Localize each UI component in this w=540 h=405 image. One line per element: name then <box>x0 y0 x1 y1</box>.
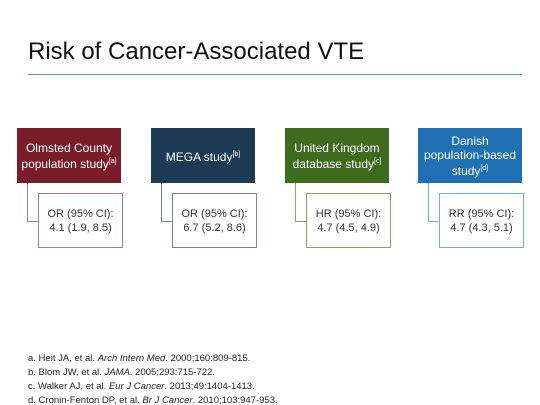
study-header: Danish population-based study[d] <box>418 128 522 183</box>
study-header: MEGA study[b] <box>151 128 255 183</box>
study-header: United Kingdom database study[c] <box>285 128 389 183</box>
result-value: 4.7 (4.5, 4.9) <box>317 221 380 234</box>
footnote-author: c. Walker AJ, et al. <box>28 381 109 392</box>
result-value: 6.7 (5.2, 8.6) <box>183 221 246 234</box>
result-box: HR (95% CI): 4.7 (4.5, 4.9) <box>306 193 391 248</box>
footnote-author: a. Heit JA, et al. <box>28 353 98 364</box>
result-measure: RR (95% CI): <box>448 207 515 220</box>
result-measure: HR (95% CI): <box>315 207 382 220</box>
study-name: Danish population-based study <box>423 133 517 178</box>
result-value: 4.7 (4.3, 5.1) <box>450 221 513 234</box>
result-value: 4.1 (1.9, 8.5) <box>49 221 112 234</box>
footnote: c. Walker AJ, et al. Eur J Cancer. 2013;… <box>28 380 278 394</box>
title-rule <box>28 74 522 75</box>
connector <box>295 183 307 222</box>
footnote-journal: Br J Cancer <box>142 395 193 405</box>
footnote-journal: Arch Intern Med <box>97 353 166 364</box>
study-ref: [b] <box>232 150 241 158</box>
footnote-citation: . 2000;160:809-815. <box>165 353 251 364</box>
result-box: RR (95% CI): 4.7 (4.3, 5.1) <box>439 193 524 248</box>
study-ref: [c] <box>374 157 382 165</box>
result-measure: OR (95% CI): <box>47 207 114 220</box>
study-name: Olmsted County population study <box>21 140 113 171</box>
footnote: b. Blom JW, et al. JAMA. 2005;293:715-72… <box>28 366 278 380</box>
study-name: United Kingdom database study <box>292 140 380 171</box>
footnote-journal: JAMA <box>104 367 130 378</box>
study-header-text: United Kingdom database study[c] <box>289 141 385 171</box>
footnote-citation: . 2010;103:947-953. <box>192 395 278 405</box>
study-ref: [d] <box>480 164 489 172</box>
result-box: OR (95% CI): 4.1 (1.9, 8.5) <box>38 193 123 248</box>
study-header-text: Danish population-based study[d] <box>422 134 518 178</box>
footnote: d. Cronin-Fenton DP, et al. Br J Cancer.… <box>28 394 278 405</box>
result-measure: OR (95% CI): <box>181 207 248 220</box>
footnotes: a. Heit JA, et al. Arch Intern Med. 2000… <box>28 352 278 405</box>
slide-title: Risk of Cancer-Associated VTE <box>28 38 365 65</box>
footnote-journal: Eur J Cancer <box>108 381 165 392</box>
connector <box>161 183 173 222</box>
study-header-text: MEGA study[b] <box>166 148 241 164</box>
footnote-author: b. Blom JW, et al. <box>28 367 105 378</box>
footnote-citation: . 2005;293:715-722. <box>129 367 215 378</box>
study-header: Olmsted County population study[a] <box>17 128 121 183</box>
connector <box>27 183 39 222</box>
footnote-author: d. Cronin-Fenton DP, et al. <box>28 395 143 405</box>
result-box: OR (95% CI): 6.7 (5.2, 8.6) <box>172 193 257 248</box>
footnote-citation: . 2013;49:1404-1413. <box>164 381 255 392</box>
study-ref: [a] <box>108 157 117 165</box>
connector <box>428 183 440 222</box>
footnote: a. Heit JA, et al. Arch Intern Med. 2000… <box>28 352 278 366</box>
study-name: MEGA study <box>165 149 233 164</box>
study-header-text: Olmsted County population study[a] <box>21 141 117 171</box>
